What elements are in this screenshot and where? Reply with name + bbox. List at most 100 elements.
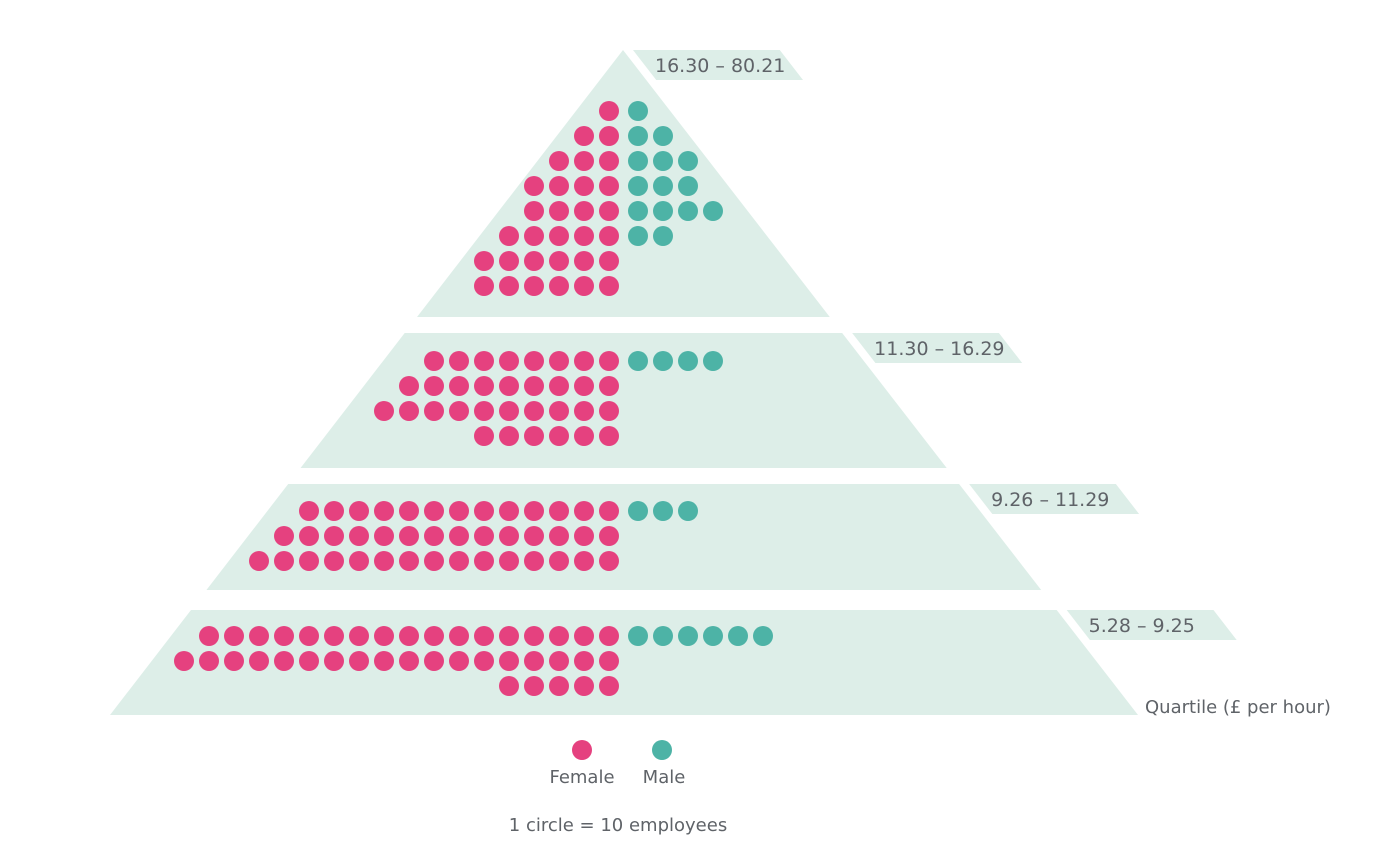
female-circle bbox=[499, 401, 519, 421]
female-circle bbox=[499, 226, 519, 246]
female-circle bbox=[599, 151, 619, 171]
female-circle bbox=[299, 526, 319, 546]
male-circle bbox=[703, 626, 723, 646]
female-circle bbox=[499, 526, 519, 546]
female-circle bbox=[324, 526, 344, 546]
female-circle bbox=[399, 551, 419, 571]
male-circle bbox=[678, 351, 698, 371]
female-circle bbox=[449, 651, 469, 671]
female-circle bbox=[374, 651, 394, 671]
female-circle bbox=[499, 276, 519, 296]
female-circle bbox=[574, 401, 594, 421]
female-circle bbox=[599, 501, 619, 521]
female-circle bbox=[499, 376, 519, 396]
female-circle bbox=[574, 551, 594, 571]
female-circle bbox=[299, 501, 319, 521]
female-circle bbox=[599, 276, 619, 296]
scale-note: 1 circle = 10 employees bbox=[509, 815, 727, 836]
female-circle bbox=[549, 501, 569, 521]
female-circle bbox=[599, 176, 619, 196]
female-circle bbox=[274, 526, 294, 546]
female-circle bbox=[524, 251, 544, 271]
female-circle bbox=[499, 651, 519, 671]
female-circle bbox=[449, 376, 469, 396]
quartile-band-1 bbox=[417, 50, 830, 317]
female-circle bbox=[199, 626, 219, 646]
female-circle bbox=[549, 401, 569, 421]
female-circle bbox=[474, 376, 494, 396]
female-circle bbox=[374, 626, 394, 646]
female-circle bbox=[299, 651, 319, 671]
legend-male-swatch bbox=[652, 740, 672, 760]
female-circle bbox=[549, 651, 569, 671]
male-circle bbox=[753, 626, 773, 646]
female-circle bbox=[524, 201, 544, 221]
female-circle bbox=[474, 401, 494, 421]
female-circle bbox=[424, 351, 444, 371]
quartile-tab-1 bbox=[633, 50, 803, 80]
female-circle bbox=[599, 651, 619, 671]
quartile-band-2 bbox=[300, 333, 947, 468]
female-circle bbox=[499, 626, 519, 646]
legend-female-swatch bbox=[572, 740, 592, 760]
female-circle bbox=[574, 151, 594, 171]
female-circle bbox=[349, 626, 369, 646]
female-circle bbox=[474, 351, 494, 371]
female-circle bbox=[324, 551, 344, 571]
male-circle bbox=[678, 151, 698, 171]
female-circle bbox=[249, 551, 269, 571]
female-circle bbox=[574, 526, 594, 546]
male-circle bbox=[628, 626, 648, 646]
female-circle bbox=[399, 526, 419, 546]
axis-title: Quartile (£ per hour) bbox=[1145, 697, 1331, 718]
female-circle bbox=[299, 551, 319, 571]
female-circle bbox=[524, 376, 544, 396]
female-circle bbox=[474, 251, 494, 271]
female-circle bbox=[574, 676, 594, 696]
female-circle bbox=[249, 651, 269, 671]
female-circle bbox=[599, 526, 619, 546]
male-circle bbox=[628, 201, 648, 221]
female-circle bbox=[274, 551, 294, 571]
female-circle bbox=[549, 351, 569, 371]
female-circle bbox=[474, 526, 494, 546]
female-circle bbox=[424, 651, 444, 671]
female-circle bbox=[549, 276, 569, 296]
female-circle bbox=[349, 551, 369, 571]
quartile-tab-4 bbox=[1066, 610, 1237, 640]
female-circle bbox=[449, 351, 469, 371]
female-circle bbox=[424, 551, 444, 571]
female-circle bbox=[449, 551, 469, 571]
quartile-tab-2 bbox=[852, 333, 1023, 363]
female-circle bbox=[524, 426, 544, 446]
male-circle bbox=[653, 351, 673, 371]
female-circle bbox=[574, 176, 594, 196]
male-circle bbox=[628, 151, 648, 171]
female-circle bbox=[549, 526, 569, 546]
female-circle bbox=[574, 651, 594, 671]
female-circle bbox=[249, 626, 269, 646]
female-circle bbox=[424, 401, 444, 421]
female-circle bbox=[524, 501, 544, 521]
female-circle bbox=[599, 226, 619, 246]
female-circle bbox=[324, 626, 344, 646]
male-circle bbox=[628, 501, 648, 521]
female-circle bbox=[499, 251, 519, 271]
pyramid-bands bbox=[110, 50, 1138, 715]
male-circle bbox=[653, 226, 673, 246]
male-circle bbox=[678, 176, 698, 196]
male-circle bbox=[628, 176, 648, 196]
male-circle bbox=[628, 101, 648, 121]
female-circle bbox=[374, 551, 394, 571]
female-circle bbox=[374, 401, 394, 421]
female-circle bbox=[499, 676, 519, 696]
female-circle bbox=[399, 651, 419, 671]
female-circle bbox=[474, 626, 494, 646]
female-circle bbox=[549, 376, 569, 396]
female-circle bbox=[599, 101, 619, 121]
female-circle bbox=[599, 551, 619, 571]
male-circle bbox=[653, 151, 673, 171]
male-circle bbox=[628, 351, 648, 371]
